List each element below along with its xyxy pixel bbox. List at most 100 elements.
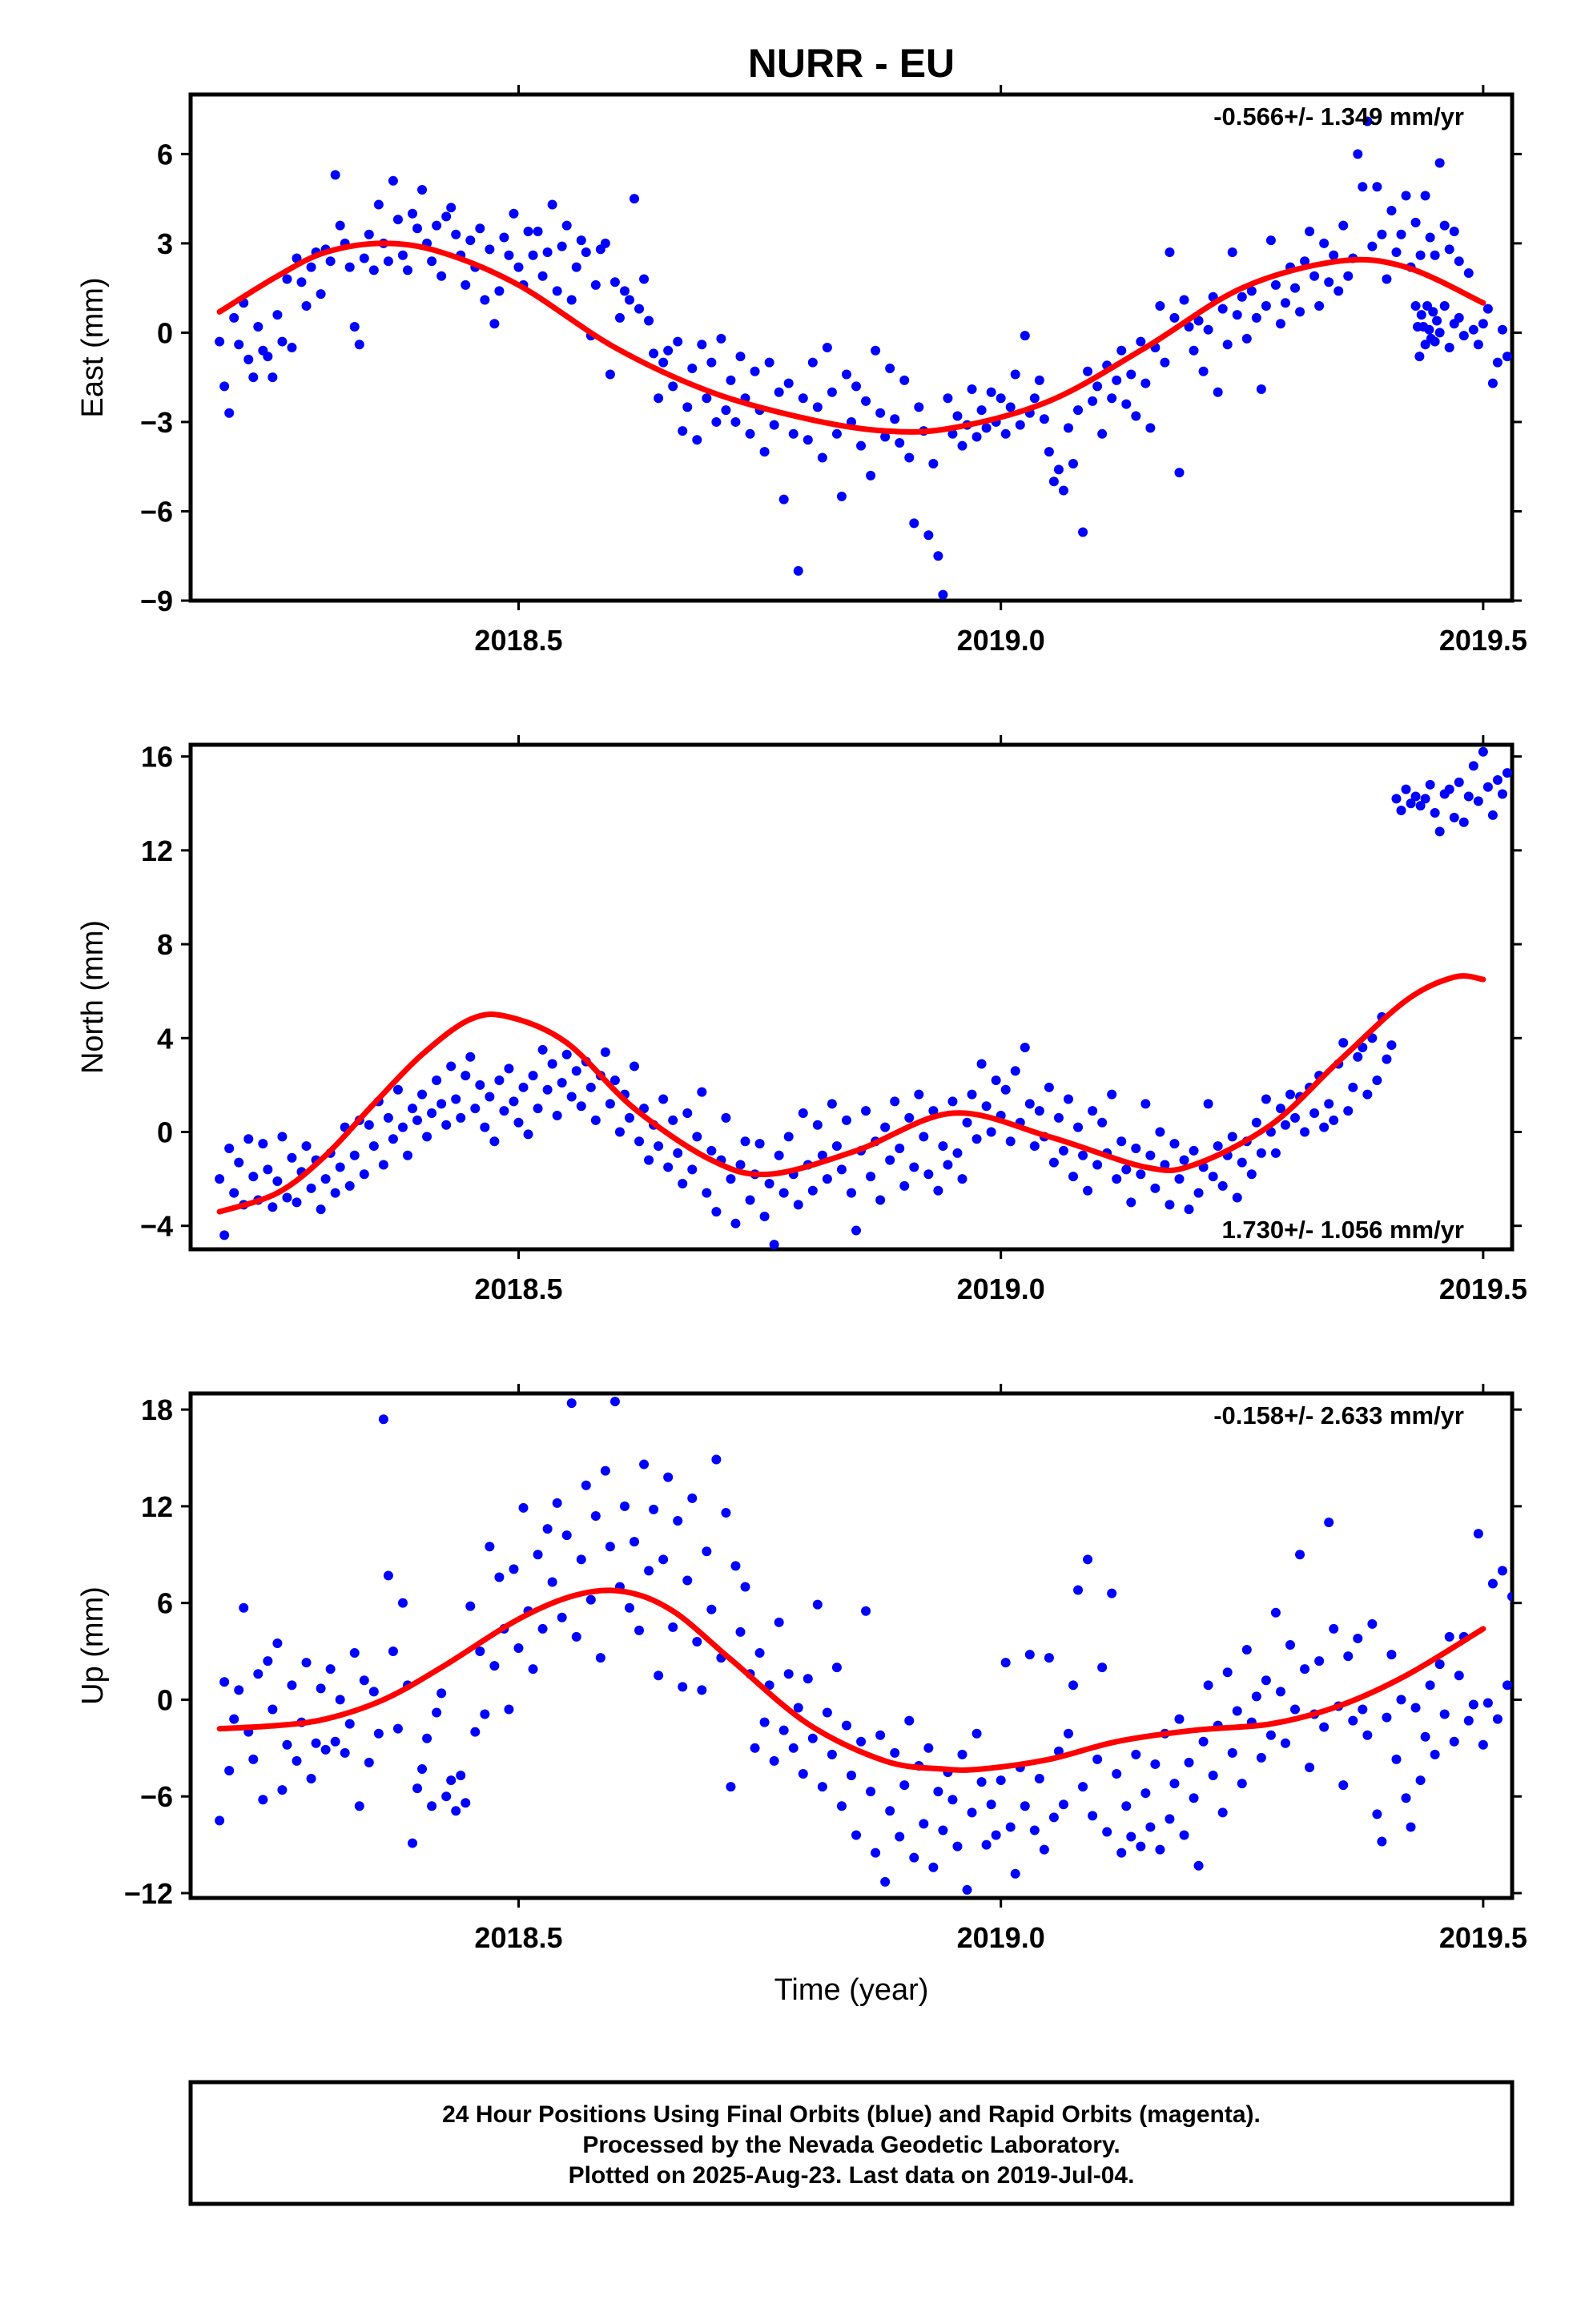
north-x-tick-label: 2019.0 — [957, 1273, 1045, 1305]
north-data-point — [408, 1104, 418, 1114]
north-data-point — [847, 1188, 856, 1198]
east-data-point — [1492, 357, 1503, 368]
north-data-point — [1492, 774, 1503, 785]
east-data-point — [1160, 357, 1170, 368]
east-data-point — [1092, 381, 1103, 392]
north-data-point — [807, 1185, 818, 1196]
up-data-point — [368, 1687, 379, 1697]
north-data-point — [634, 1136, 645, 1147]
up-data-point — [528, 1664, 538, 1675]
north-data-point — [224, 1144, 235, 1153]
north-data-point — [1078, 1150, 1088, 1160]
up-data-point — [408, 1838, 418, 1848]
up-data-point — [952, 1841, 963, 1852]
east-data-point — [1482, 304, 1493, 314]
up-data-point — [1295, 1550, 1305, 1560]
east-data-point — [605, 369, 615, 380]
east-data-point — [1410, 300, 1421, 311]
up-data-point — [595, 1653, 605, 1663]
east-data-point — [909, 518, 919, 529]
up-data-point — [1507, 1591, 1512, 1602]
north-data-point — [880, 1122, 891, 1132]
up-data-point — [706, 1604, 717, 1614]
north-data-point — [1420, 794, 1430, 804]
up-data-point — [268, 1704, 278, 1715]
east-data-point — [986, 387, 996, 397]
north-data-point — [1088, 1106, 1098, 1116]
north-data-point — [263, 1164, 273, 1175]
up-data-point — [1184, 1757, 1194, 1767]
north-data-point — [1463, 791, 1474, 802]
east-data-point — [325, 256, 336, 267]
north-data-point — [726, 1174, 736, 1184]
east-data-point — [1116, 345, 1127, 356]
north-data-point — [392, 1084, 403, 1095]
up-data-point — [489, 1661, 500, 1671]
up-data-point — [272, 1638, 283, 1648]
east-data-point — [306, 262, 316, 272]
up-data-point — [807, 1733, 818, 1743]
north-data-point — [812, 1120, 823, 1130]
east-data-point — [1265, 235, 1276, 246]
north-data-point — [986, 1127, 996, 1137]
north-data-point — [436, 1099, 447, 1109]
east-data-point — [750, 366, 760, 376]
east-data-point — [412, 223, 423, 234]
east-data-point — [1382, 274, 1392, 284]
up-data-point — [1198, 1736, 1209, 1747]
east-data-point — [1478, 319, 1488, 329]
east-data-point — [1358, 182, 1368, 192]
north-data-point — [1324, 1099, 1334, 1109]
up-data-point — [1261, 1675, 1271, 1686]
east-data-point — [788, 428, 799, 439]
east-data-point — [614, 312, 625, 323]
north-data-point — [668, 1115, 678, 1125]
east-data-point — [219, 381, 230, 392]
east-data-point — [609, 277, 620, 287]
east-data-point — [1319, 238, 1330, 248]
up-data-point — [1265, 1730, 1276, 1740]
north-data-point — [1024, 1099, 1035, 1109]
north-data-point — [335, 1162, 345, 1172]
east-data-point — [1343, 271, 1354, 281]
up-data-point — [590, 1510, 601, 1521]
up-data-point — [624, 1602, 634, 1613]
up-data-point — [895, 1831, 905, 1842]
east-data-point — [316, 289, 326, 300]
east-data-point — [1487, 378, 1498, 388]
east-data-point — [368, 265, 379, 275]
east-data-point — [1280, 298, 1290, 308]
north-data-point — [557, 1077, 567, 1088]
north-data-point — [1029, 1141, 1040, 1152]
east-data-point — [1377, 229, 1387, 239]
up-data-point — [1020, 1801, 1030, 1811]
up-data-point — [1463, 1715, 1474, 1726]
east-data-point — [229, 312, 239, 323]
up-data-point — [494, 1572, 505, 1582]
up-y-tick-label: 0 — [157, 1683, 173, 1716]
north-data-point — [542, 1084, 553, 1095]
north-data-point — [316, 1204, 326, 1215]
east-data-point — [1048, 476, 1059, 487]
up-data-point — [1348, 1715, 1358, 1726]
east-data-point — [330, 170, 340, 180]
up-data-point — [1280, 1738, 1290, 1748]
up-data-point — [219, 1677, 230, 1687]
east-data-point — [383, 256, 393, 267]
east-data-point — [1309, 271, 1320, 281]
north-data-point — [658, 1094, 669, 1104]
east-data-point — [1444, 343, 1454, 352]
east-data-point — [1410, 217, 1421, 227]
east-data-point — [1458, 331, 1469, 341]
north-data-point — [1092, 1160, 1103, 1170]
up-data-point — [976, 1777, 987, 1787]
east-fit-curve — [216, 240, 1486, 435]
north-data-point — [793, 1200, 803, 1210]
up-data-point — [258, 1795, 268, 1805]
up-data-point — [1439, 1709, 1450, 1719]
north-data-point — [890, 1096, 900, 1107]
east-data-point — [465, 235, 476, 246]
up-data-point — [1048, 1812, 1059, 1823]
north-data-point — [730, 1218, 741, 1228]
up-data-point — [1044, 1653, 1054, 1663]
